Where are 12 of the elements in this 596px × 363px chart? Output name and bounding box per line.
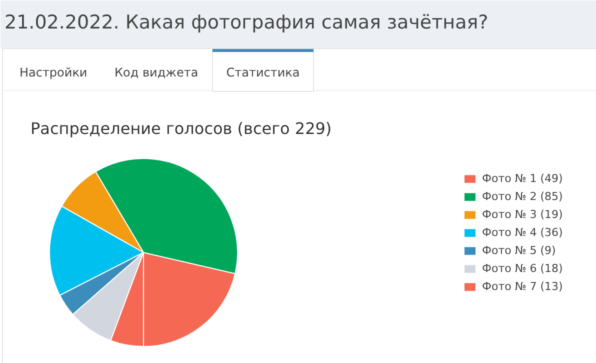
legend-label: Фото № 7 (13) bbox=[482, 280, 563, 293]
text: Настройки bbox=[19, 66, 88, 80]
legend-label: Фото № 4 (36) bbox=[482, 226, 563, 239]
legend-label: Фото № 5 (9) bbox=[482, 244, 556, 257]
legend-label: Фото № 6 (18) bbox=[482, 262, 563, 275]
text: Код виджета bbox=[114, 66, 198, 80]
text: 21.02.2022. Какая фотография самая зачётная? bbox=[4, 12, 488, 34]
legend-label: Фото № 3 (19) bbox=[482, 208, 563, 221]
chart-title: Распределение голосов (всего 229) bbox=[30, 119, 332, 138]
legend-label: Фото № 1 (49) bbox=[482, 172, 563, 185]
legend-label: Фото № 2 (85) bbox=[482, 190, 563, 203]
text: Статистика bbox=[226, 66, 300, 80]
